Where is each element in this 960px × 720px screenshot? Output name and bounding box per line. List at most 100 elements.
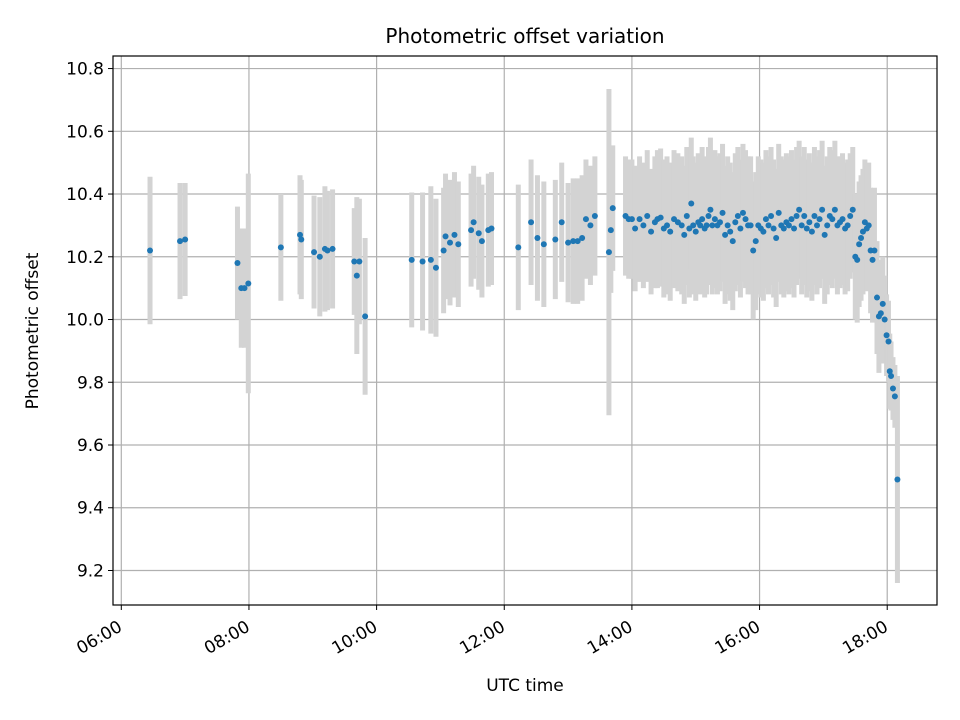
data-point xyxy=(711,216,718,223)
data-point xyxy=(750,247,757,254)
data-point xyxy=(147,247,154,254)
data-point xyxy=(775,209,782,216)
data-point xyxy=(534,234,541,241)
data-point xyxy=(705,212,712,219)
y-tick-label: 10.4 xyxy=(66,185,104,205)
chart-title: Photometric offset variation xyxy=(385,24,664,48)
data-point xyxy=(468,227,475,234)
y-tick-label: 10.0 xyxy=(66,311,104,331)
data-point xyxy=(640,222,647,229)
data-point xyxy=(798,222,805,229)
data-point xyxy=(894,476,901,483)
data-point xyxy=(447,239,454,246)
data-point xyxy=(432,264,439,271)
data-point xyxy=(540,241,547,248)
data-point xyxy=(241,285,248,292)
y-tick-label: 9.4 xyxy=(77,499,104,519)
data-point xyxy=(737,225,744,232)
data-point xyxy=(722,231,729,238)
data-point xyxy=(470,219,477,226)
data-point xyxy=(869,256,876,263)
data-point xyxy=(770,225,777,232)
data-point xyxy=(889,385,896,392)
data-point xyxy=(762,216,769,223)
data-point xyxy=(785,222,792,229)
data-point xyxy=(657,214,664,221)
data-point xyxy=(877,310,884,317)
data-point xyxy=(796,206,803,213)
data-point xyxy=(865,222,872,229)
data-point xyxy=(871,247,878,254)
data-point xyxy=(844,222,851,229)
data-point xyxy=(816,216,823,223)
data-point xyxy=(690,222,697,229)
data-point xyxy=(528,219,535,226)
y-tick-label: 9.2 xyxy=(77,561,104,581)
data-point xyxy=(732,219,739,226)
data-point xyxy=(886,368,893,375)
plot-frame xyxy=(112,55,938,606)
data-point xyxy=(362,313,369,320)
data-point xyxy=(699,216,706,223)
data-point xyxy=(773,234,780,241)
y-axis-label: Photometric offset xyxy=(23,252,43,409)
y-tick-label: 9.6 xyxy=(77,436,104,456)
data-point xyxy=(747,222,754,229)
data-point xyxy=(311,249,318,256)
data-point xyxy=(839,216,846,223)
data-point xyxy=(716,219,723,226)
data-point xyxy=(891,393,898,400)
data-point xyxy=(664,222,671,229)
data-point xyxy=(849,206,856,213)
data-point xyxy=(858,234,865,241)
data-point xyxy=(739,209,746,216)
data-point xyxy=(408,256,415,263)
data-point xyxy=(683,212,690,219)
data-point xyxy=(455,241,462,248)
data-point xyxy=(831,206,838,213)
data-point xyxy=(885,338,892,345)
data-point xyxy=(811,212,818,219)
data-point xyxy=(814,222,821,229)
data-point xyxy=(709,222,716,229)
data-point xyxy=(177,238,184,245)
data-point xyxy=(628,216,635,223)
y-tick-label: 10.8 xyxy=(66,60,104,80)
data-point xyxy=(854,256,861,263)
data-point xyxy=(648,228,655,235)
data-point xyxy=(356,258,363,265)
data-point xyxy=(707,206,714,213)
data-point xyxy=(719,209,726,216)
y-tick-label: 10.6 xyxy=(66,122,104,142)
data-point xyxy=(632,225,639,232)
data-point xyxy=(277,244,284,251)
data-point xyxy=(591,212,598,219)
data-point xyxy=(442,233,449,240)
data-point xyxy=(234,260,241,267)
data-point xyxy=(688,200,695,207)
data-point xyxy=(419,258,426,265)
data-point xyxy=(605,249,612,256)
data-point xyxy=(692,228,699,235)
data-point xyxy=(788,216,795,223)
data-point xyxy=(734,212,741,219)
data-point xyxy=(847,212,854,219)
data-point xyxy=(478,238,485,245)
data-point xyxy=(558,219,565,226)
data-point xyxy=(552,236,559,243)
data-point xyxy=(874,294,881,301)
data-point xyxy=(427,256,434,263)
data-points xyxy=(147,200,901,483)
data-point xyxy=(765,222,772,229)
data-point xyxy=(881,316,888,323)
data-point xyxy=(819,206,826,213)
data-point xyxy=(752,238,759,245)
data-point xyxy=(729,238,736,245)
data-point xyxy=(475,230,482,237)
data-point xyxy=(574,238,581,245)
data-point xyxy=(768,212,775,219)
data-point xyxy=(570,238,577,245)
data-point xyxy=(440,247,447,254)
data-point xyxy=(856,241,863,248)
